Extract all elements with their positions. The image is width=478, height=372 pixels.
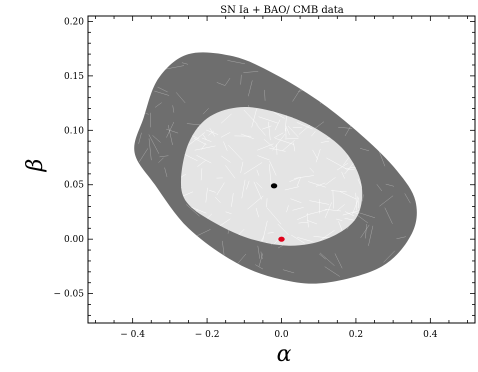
- y-tick-label: 0.05: [64, 181, 84, 191]
- y-tick-label: 0.15: [64, 72, 84, 82]
- chart-title: SN Ia + BAO/ CMB data: [220, 5, 344, 16]
- x-tick-label: 0.4: [423, 330, 438, 340]
- data-point-0: [271, 183, 277, 188]
- x-axis-label: α: [277, 342, 292, 367]
- x-tick-label: 0.0: [274, 330, 289, 340]
- data-point-1: [278, 237, 284, 242]
- y-tick-label: 0.10: [64, 126, 84, 136]
- y-tick-label: 0.20: [64, 17, 84, 27]
- y-tick-label: 0.00: [64, 235, 84, 245]
- y-tick-label: − 0.05: [54, 290, 85, 300]
- x-tick-label: − 0.2: [195, 330, 220, 340]
- y-axis-label: β: [23, 159, 48, 173]
- x-tick-label: 0.2: [349, 330, 363, 340]
- plot-area: [131, 52, 425, 298]
- x-tick-label: − 0.4: [120, 330, 145, 340]
